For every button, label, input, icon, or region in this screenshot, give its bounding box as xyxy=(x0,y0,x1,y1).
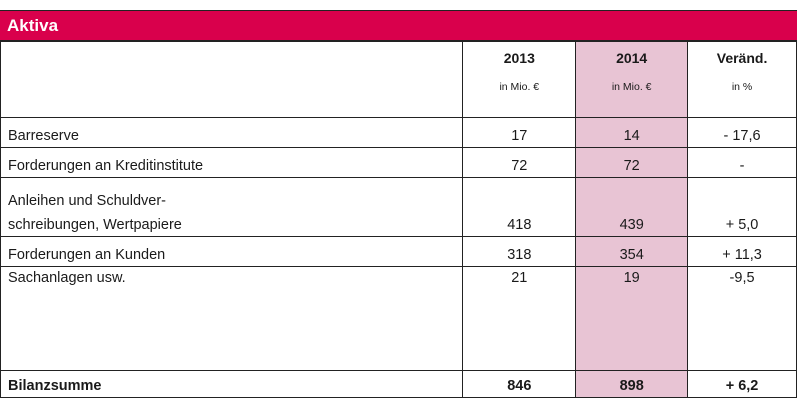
row-label-line2: schreibungen, Wertpapiere xyxy=(8,217,182,233)
cell-2013: 318 xyxy=(462,236,577,267)
cell-2013: 17 xyxy=(462,117,577,148)
cell-2013: 21 xyxy=(462,266,577,371)
row-label-line1: Anleihen und Schuldver- xyxy=(8,193,166,209)
table-row: Anleihen und Schuldver- schreibungen, We… xyxy=(0,177,797,237)
cell-change: - xyxy=(687,147,797,178)
table-row: Sachanlagen usw. 21 19 -9,5 xyxy=(0,266,797,371)
table-row: Forderungen an Kunden 318 354 + 11,3 xyxy=(0,236,797,267)
row-label: Forderungen an Kunden xyxy=(0,236,464,267)
title-banner: Aktiva xyxy=(0,10,797,41)
cell-2014: 439 xyxy=(575,177,689,237)
row-label: Sachanlagen usw. xyxy=(0,266,464,371)
cell-2014: 19 xyxy=(575,266,689,371)
cell-2013: 72 xyxy=(462,147,577,178)
cell-change: -9,5 xyxy=(687,266,797,371)
col-unit: in Mio. € xyxy=(611,81,652,93)
col-year: Veränd. xyxy=(716,50,768,66)
total-change: + 6,2 xyxy=(687,370,797,398)
total-label: Bilanzsumme xyxy=(0,370,464,398)
row-label: Barreserve xyxy=(0,117,464,148)
col-year: 2014 xyxy=(616,50,648,66)
table-title: Aktiva xyxy=(7,16,59,35)
cell-2014: 72 xyxy=(575,147,689,178)
header-row: 2013 in Mio. € 2014 in Mio. € Veränd. in… xyxy=(0,41,797,118)
col-year: 2013 xyxy=(503,50,535,66)
row-label: Anleihen und Schuldver- schreibungen, We… xyxy=(0,177,464,237)
col-unit: in % xyxy=(731,81,753,93)
cell-2014: 14 xyxy=(575,117,689,148)
aktiva-table-frame: Aktiva 2013 in Mio. € 2014 in Mio. € Ver… xyxy=(0,10,797,398)
total-2014: 898 xyxy=(575,370,689,398)
total-row: Bilanzsumme 846 898 + 6,2 xyxy=(0,370,797,398)
cell-change: - 17,6 xyxy=(687,117,797,148)
aktiva-table: 2013 in Mio. € 2014 in Mio. € Veränd. in… xyxy=(0,41,797,398)
header-blank-cell xyxy=(0,41,464,118)
cell-change: + 5,0 xyxy=(687,177,797,237)
cell-2013: 418 xyxy=(462,177,577,237)
col-header-change: Veränd. in % xyxy=(687,41,797,118)
table-row: Barreserve 17 14 - 17,6 xyxy=(0,117,797,148)
table-row: Forderungen an Kreditinstitute 72 72 - xyxy=(0,147,797,178)
cell-2014: 354 xyxy=(575,236,689,267)
col-header-2013: 2013 in Mio. € xyxy=(462,41,577,118)
col-header-2014: 2014 in Mio. € xyxy=(575,41,689,118)
col-unit: in Mio. € xyxy=(499,81,540,93)
total-2013: 846 xyxy=(462,370,577,398)
row-label: Forderungen an Kreditinstitute xyxy=(0,147,464,178)
cell-change: + 11,3 xyxy=(687,236,797,267)
